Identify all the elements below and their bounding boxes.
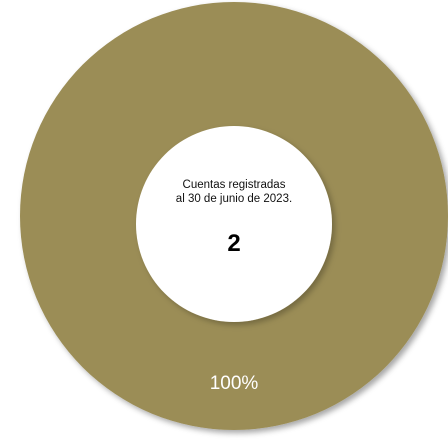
center-total-value: 2 xyxy=(227,230,241,257)
center-caption-line-2: al 30 de junio de 2023. xyxy=(175,193,293,205)
slice-percentage-label: 100% xyxy=(209,373,259,394)
center-caption-line-1: Cuentas registradas xyxy=(182,179,286,191)
center-caption: Cuentas registradas al 30 de junio de 20… xyxy=(144,178,324,206)
donut-center-hole xyxy=(136,126,332,322)
